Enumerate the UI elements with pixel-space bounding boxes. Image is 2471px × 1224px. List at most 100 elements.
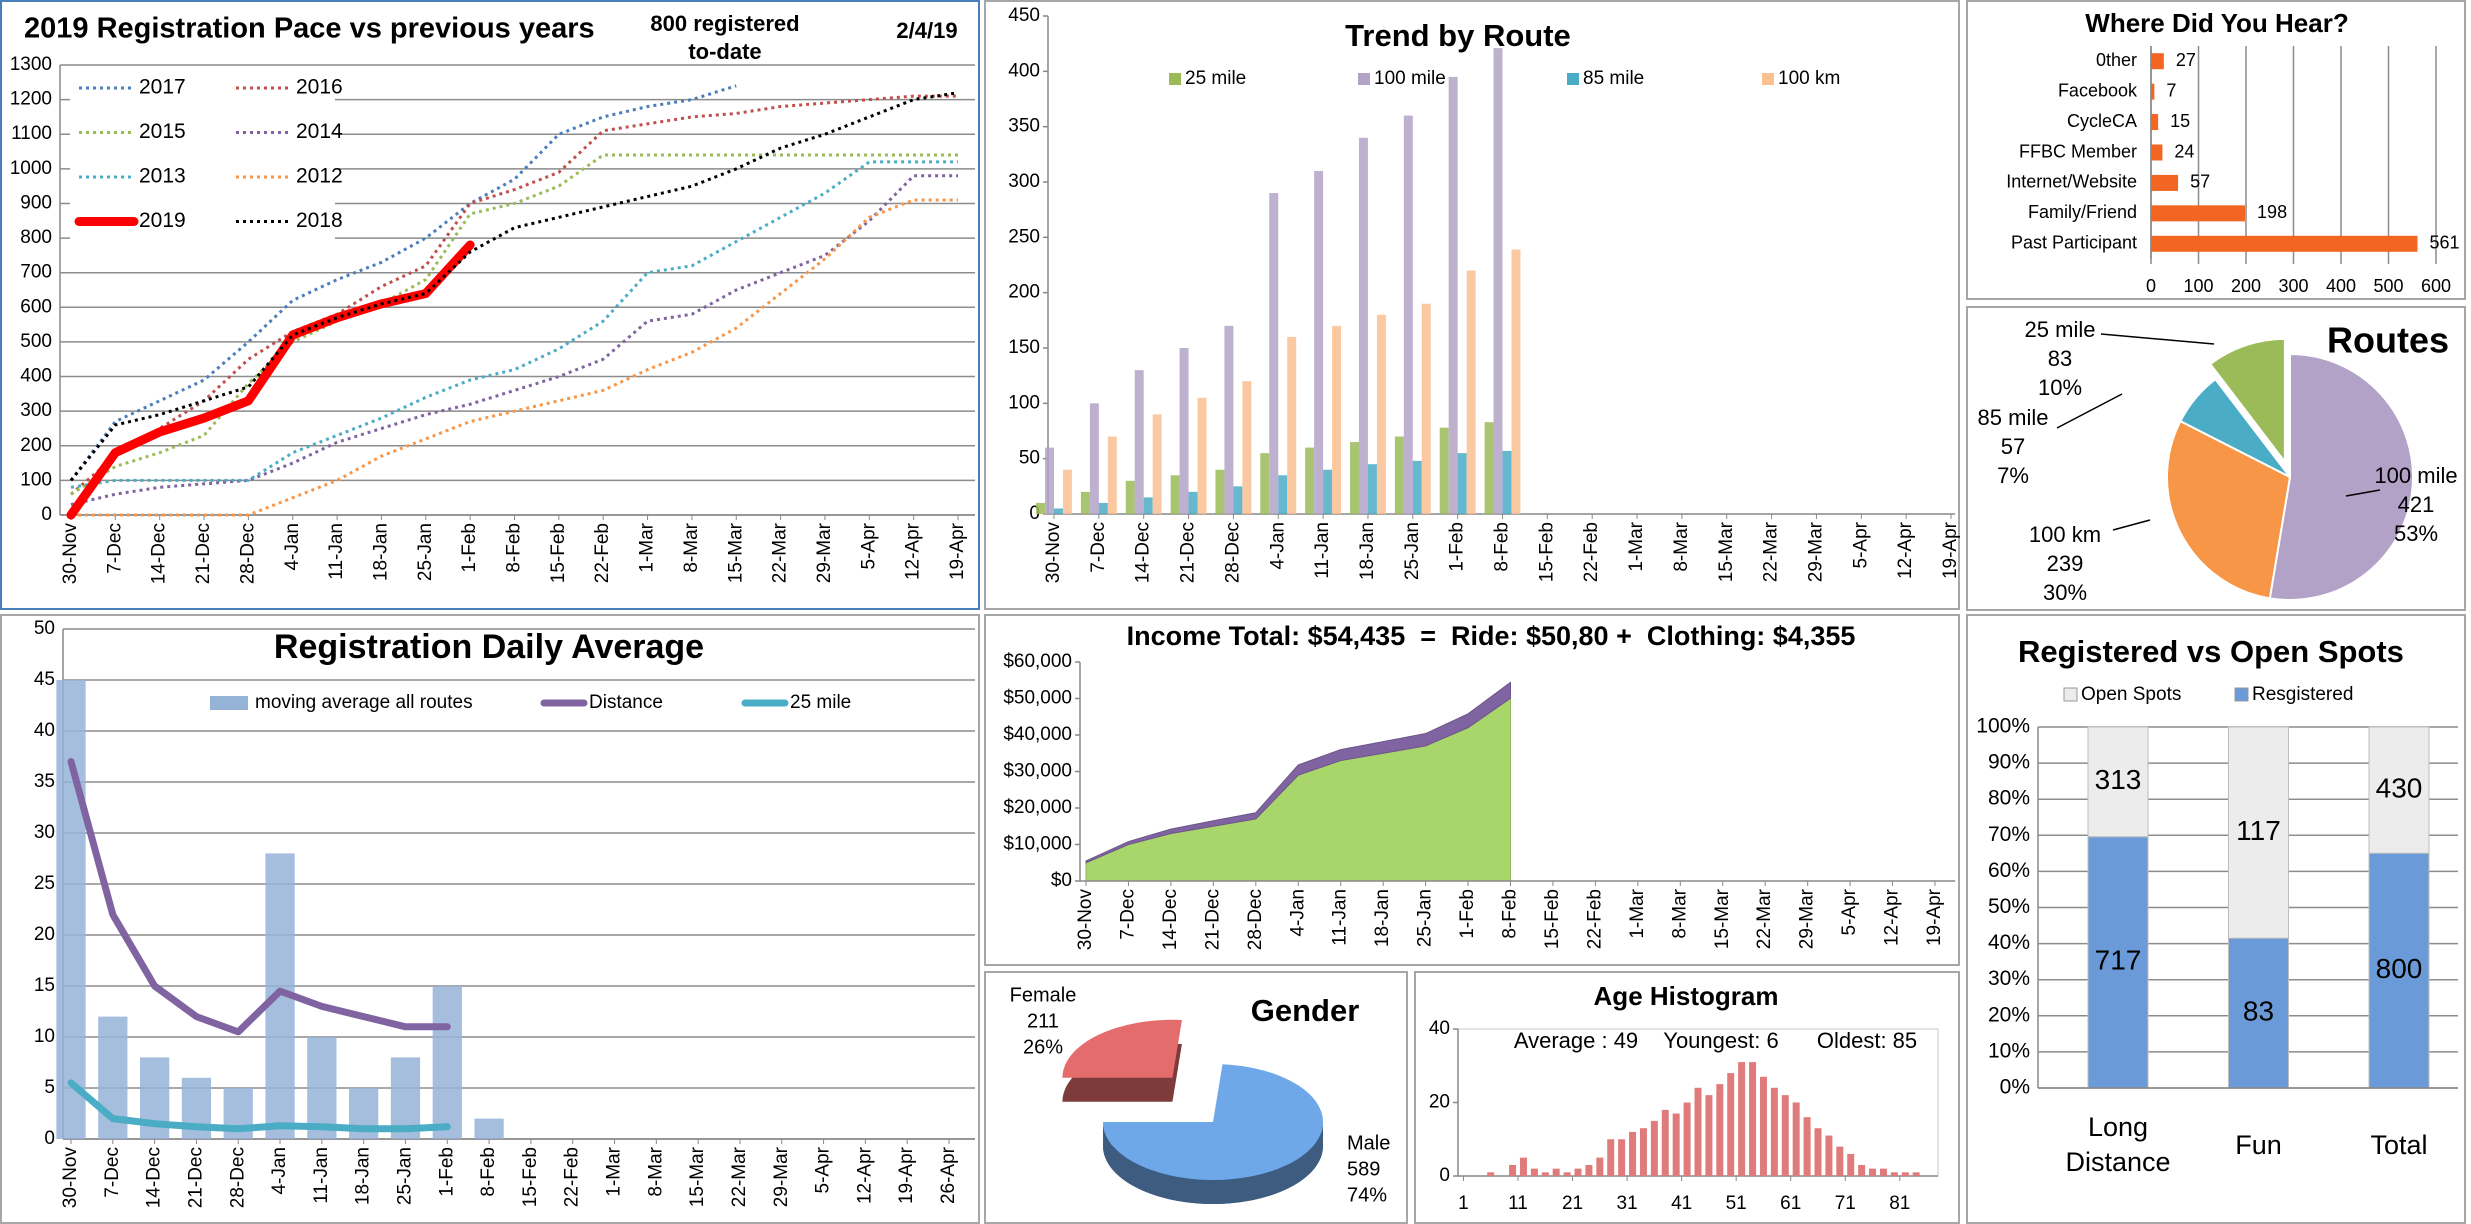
- bar: [1847, 1153, 1855, 1176]
- x-tick-label: 8-Feb: [1492, 522, 1513, 572]
- line-series: [70, 94, 958, 496]
- legend-label: moving average all routes: [255, 692, 473, 713]
- x-tick-label: 22-Feb: [1581, 522, 1602, 582]
- bar: [1792, 1102, 1800, 1176]
- bar: [1170, 475, 1180, 514]
- bar: [1036, 502, 1046, 514]
- data-label: 117: [2236, 815, 2281, 846]
- bar: [1323, 469, 1333, 514]
- x-tick-label: 5-Apr: [858, 522, 879, 569]
- x-tick-label: 22-Feb: [592, 523, 613, 583]
- legend-swatch: [210, 696, 248, 710]
- slice-label: 100 mile: [2374, 463, 2457, 488]
- x-tick-label: 19-Apr: [947, 522, 968, 580]
- x-tick-label: 71: [1835, 1193, 1856, 1214]
- legend-label: Distance: [589, 692, 663, 713]
- x-tick-label: 15-Mar: [725, 522, 746, 583]
- annotation: 800 registered to-date: [650, 11, 800, 64]
- y-tick-label: 1000: [10, 158, 52, 179]
- x-tick-label: 0: [2146, 276, 2156, 296]
- x-tick-label: 12-Apr: [903, 522, 924, 580]
- x-tick-label: 18-Jan: [1372, 889, 1393, 947]
- chart-title: Gender: [1251, 993, 1360, 1028]
- bar: [1552, 1168, 1560, 1176]
- x-tick-label: 31: [1617, 1193, 1638, 1214]
- x-tick-label: 300: [2278, 276, 2308, 296]
- x-tick-label: 11-Jan: [311, 1147, 332, 1204]
- data-label: 83: [2243, 995, 2274, 1026]
- pie-slice: [2179, 377, 2291, 478]
- x-tick-label: 18-Jan: [1357, 522, 1378, 580]
- x-tick-label: 81: [1889, 1193, 1910, 1214]
- x-tick-label: 11: [1508, 1193, 1528, 1214]
- bar: [1233, 486, 1243, 514]
- pie-slice: [2268, 352, 2414, 601]
- legend-swatch: [1358, 73, 1370, 85]
- x-tick-label: 22-Mar: [729, 1146, 750, 1207]
- leader-line: [2345, 489, 2381, 497]
- x-tick-label: 600: [2421, 276, 2451, 296]
- y-tick-label: $60,000: [1003, 651, 1072, 672]
- y-tick-label: 0: [1439, 1165, 1450, 1186]
- bar: [1448, 76, 1458, 514]
- bar: [1179, 348, 1189, 514]
- y-tick-label: 20%: [1988, 1003, 2030, 1026]
- x-tick-label: Total: [2370, 1129, 2428, 1160]
- y-tick-label: $50,000: [1003, 688, 1072, 709]
- bar: [1143, 497, 1153, 514]
- y-tick-label: 1200: [10, 89, 52, 110]
- x-tick-label: 19-Apr: [1940, 521, 1961, 579]
- pie-slice: [1062, 1019, 1182, 1078]
- y-tick-label: 350: [1008, 116, 1040, 137]
- bar: [1759, 1076, 1767, 1176]
- bar: [1089, 403, 1099, 514]
- x-tick-label: 22-Mar: [1761, 521, 1782, 582]
- y-tick-label: $10,000: [1003, 834, 1072, 855]
- x-tick-label: 28-Dec: [237, 523, 258, 584]
- data-label: 24: [2174, 141, 2194, 161]
- x-tick-label: 12-Apr: [854, 1146, 875, 1204]
- bar: [432, 986, 462, 1139]
- bar: [1803, 1117, 1811, 1176]
- x-tick-label: 15-Feb: [1536, 522, 1557, 582]
- bar-segment: [2228, 937, 2289, 1089]
- bar: [1727, 1073, 1735, 1176]
- x-tick-label: 500: [2373, 276, 2403, 296]
- x-tick-label: 15-Feb: [548, 523, 569, 583]
- x-tick-label: 200: [2231, 276, 2261, 296]
- bar: [1394, 436, 1404, 514]
- bar: [1825, 1135, 1833, 1176]
- bar: [474, 1118, 504, 1139]
- bar: [1493, 48, 1503, 515]
- line-series: [70, 153, 958, 496]
- legend-swatch: [2063, 687, 2078, 702]
- bar: [1749, 1062, 1757, 1176]
- bar: [56, 680, 86, 1139]
- bar: [1421, 303, 1431, 514]
- bar: [1484, 422, 1494, 514]
- x-tick-label: 1-Feb: [1457, 889, 1478, 939]
- bar: [1054, 508, 1063, 514]
- line-series: [71, 198, 958, 517]
- x-tick-label: 18-Jan: [370, 523, 391, 581]
- leader-line: [2100, 333, 2215, 345]
- x-tick-label: 12-Apr: [1882, 888, 1903, 946]
- bar: [1350, 442, 1359, 514]
- pie-side: [1103, 1122, 1323, 1204]
- legend-label: 2017: [139, 76, 186, 99]
- y-tick-label: 500: [20, 331, 52, 352]
- y-tick-label: 50: [1019, 448, 1040, 469]
- chart-title: 2019 Registration Pace vs previous years: [24, 13, 595, 45]
- x-tick-label: 21: [1562, 1193, 1583, 1214]
- y-tick-label: 200: [20, 435, 52, 456]
- x-tick-label: 14-Dec: [149, 523, 170, 584]
- x-tick-label: 8-Feb: [1500, 889, 1521, 939]
- y-tick-label: 50%: [1988, 895, 2030, 918]
- x-tick-label: 8-Mar: [681, 522, 702, 572]
- bar: [1412, 460, 1422, 514]
- chart-title: Registration Daily Average: [274, 628, 704, 666]
- legend-background: [70, 66, 335, 244]
- y-tick-label: 150: [1008, 337, 1040, 358]
- x-tick-label: 29-Mar: [1805, 521, 1826, 582]
- x-tick-label: 1-Feb: [459, 523, 480, 573]
